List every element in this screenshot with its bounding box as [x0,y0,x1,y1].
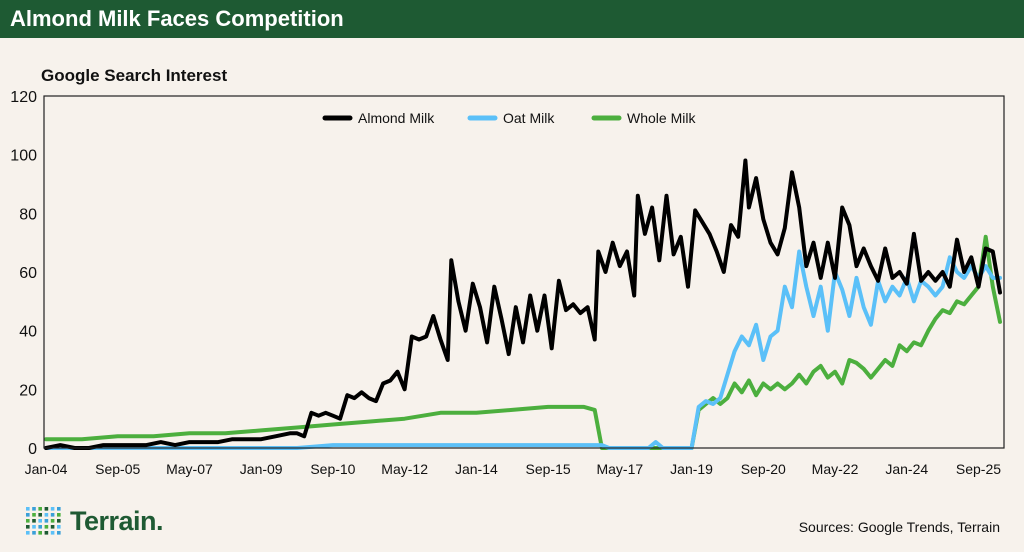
x-tick-label: Jan-24 [885,461,928,477]
y-tick-label: 60 [19,265,37,282]
x-tick-label: Sep-10 [310,461,355,477]
logo-dot [44,525,49,529]
chart-title: Almond Milk Faces Competition [10,6,344,31]
logo-dot [50,519,55,523]
brand-name: Terrain. [70,506,164,536]
logo-dot [50,513,55,517]
logo-dot [44,513,49,517]
logo-dot [44,531,49,535]
logo-dot [50,507,55,511]
logo-dot [38,531,42,535]
logo-dot [32,531,36,535]
x-tick-label: May-17 [596,461,643,477]
series-lines [44,158,1002,450]
terrain-logo: Terrain. [26,505,186,541]
logo-dot [26,507,30,511]
x-tick-label: Sep-25 [956,461,1001,477]
sources-note: Sources: Google Trends, Terrain [798,519,1000,535]
x-tick-label: May-22 [812,461,859,477]
legend-label: Oat Milk [503,110,555,126]
legend-label: Whole Milk [627,110,696,126]
logo-dot [32,519,36,523]
logo-dot [57,519,61,523]
x-tick-label: Jan-19 [670,461,713,477]
x-axis-ticks: Jan-04 Sep-05 May-07 Jan-09 Sep-10 May-12 Jan-… [25,461,1002,477]
x-tick-label: Sep-15 [526,461,571,477]
legend-label: Almond Milk [358,110,435,126]
x-tick-label: Jan-04 [25,461,68,477]
logo-dot [32,513,36,517]
legend: Almond Milk Oat Milk Whole Milk [322,110,696,126]
header-banner: Almond Milk Faces Competition [0,0,1024,38]
series-line-almond-milk [44,158,1002,450]
logo-dot [38,507,42,511]
logo-dot [44,507,49,511]
series-line-oat-milk [44,249,1002,450]
series-line-whole-milk [44,234,1002,450]
logo-dot [57,513,61,517]
y-axis-ticks: 0 20 40 60 80 100 120 [10,89,37,458]
logo-dot [26,519,30,523]
y-tick-label: 120 [10,89,37,106]
logo-dot [26,531,30,535]
plot-frame [43,95,1005,449]
x-tick-label: Jan-09 [240,461,283,477]
logo-dot [32,525,36,529]
logo-dot [38,513,42,517]
logo-dot [57,525,61,529]
terrain-dots-icon [26,507,61,535]
x-tick-label: Jan-14 [455,461,498,477]
x-tick-label: May-07 [166,461,213,477]
x-tick-label: May-12 [381,461,428,477]
logo-dot [50,531,55,535]
logo-dot [38,525,42,529]
logo-dot [44,519,49,523]
chart-subtitle: Google Search Interest [41,66,228,85]
logo-dot [32,507,36,511]
logo-dot [57,531,61,535]
logo-dot [26,513,30,517]
y-tick-label: 100 [10,148,37,165]
x-tick-label: Sep-05 [95,461,140,477]
logo-dot [26,525,30,529]
logo-dot [57,507,61,511]
y-tick-label: 0 [28,441,37,458]
y-tick-label: 40 [19,324,37,341]
y-tick-label: 80 [19,206,37,223]
x-tick-label: Sep-20 [741,461,786,477]
y-tick-label: 20 [19,382,37,399]
logo-dot [38,519,42,523]
logo-dot [50,525,55,529]
